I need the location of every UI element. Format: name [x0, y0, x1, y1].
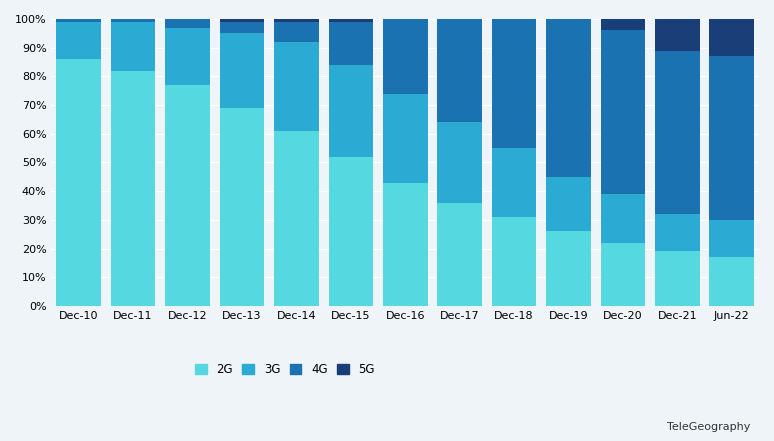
Bar: [57, 19, 101, 22]
Bar: [601, 30, 646, 194]
Bar: [710, 220, 754, 257]
Text: TeleGeography: TeleGeography: [667, 422, 751, 432]
Bar: [274, 22, 319, 42]
Bar: [274, 131, 319, 306]
Bar: [437, 203, 482, 306]
Bar: [220, 34, 264, 108]
Bar: [546, 177, 591, 232]
Bar: [655, 19, 700, 51]
Bar: [491, 148, 536, 217]
Bar: [328, 65, 373, 157]
Bar: [655, 51, 700, 214]
Bar: [655, 214, 700, 251]
Bar: [57, 59, 101, 306]
Bar: [111, 22, 156, 71]
Bar: [165, 85, 210, 306]
Bar: [655, 251, 700, 306]
Bar: [274, 19, 319, 22]
Bar: [710, 19, 754, 56]
Bar: [328, 157, 373, 306]
Bar: [165, 28, 210, 85]
Bar: [220, 19, 264, 22]
Bar: [710, 257, 754, 306]
Bar: [165, 19, 210, 28]
Bar: [383, 93, 427, 183]
Bar: [274, 42, 319, 131]
Bar: [57, 22, 101, 59]
Bar: [710, 56, 754, 220]
Bar: [546, 232, 591, 306]
Bar: [437, 122, 482, 203]
Bar: [328, 22, 373, 65]
Bar: [111, 71, 156, 306]
Bar: [601, 243, 646, 306]
Bar: [328, 19, 373, 22]
Legend: 2G, 3G, 4G, 5G: 2G, 3G, 4G, 5G: [190, 358, 379, 381]
Bar: [220, 108, 264, 306]
Bar: [437, 19, 482, 122]
Bar: [111, 19, 156, 22]
Bar: [491, 217, 536, 306]
Bar: [383, 19, 427, 93]
Bar: [601, 194, 646, 243]
Bar: [601, 19, 646, 30]
Bar: [546, 19, 591, 177]
Bar: [383, 183, 427, 306]
Bar: [491, 19, 536, 148]
Bar: [220, 22, 264, 34]
